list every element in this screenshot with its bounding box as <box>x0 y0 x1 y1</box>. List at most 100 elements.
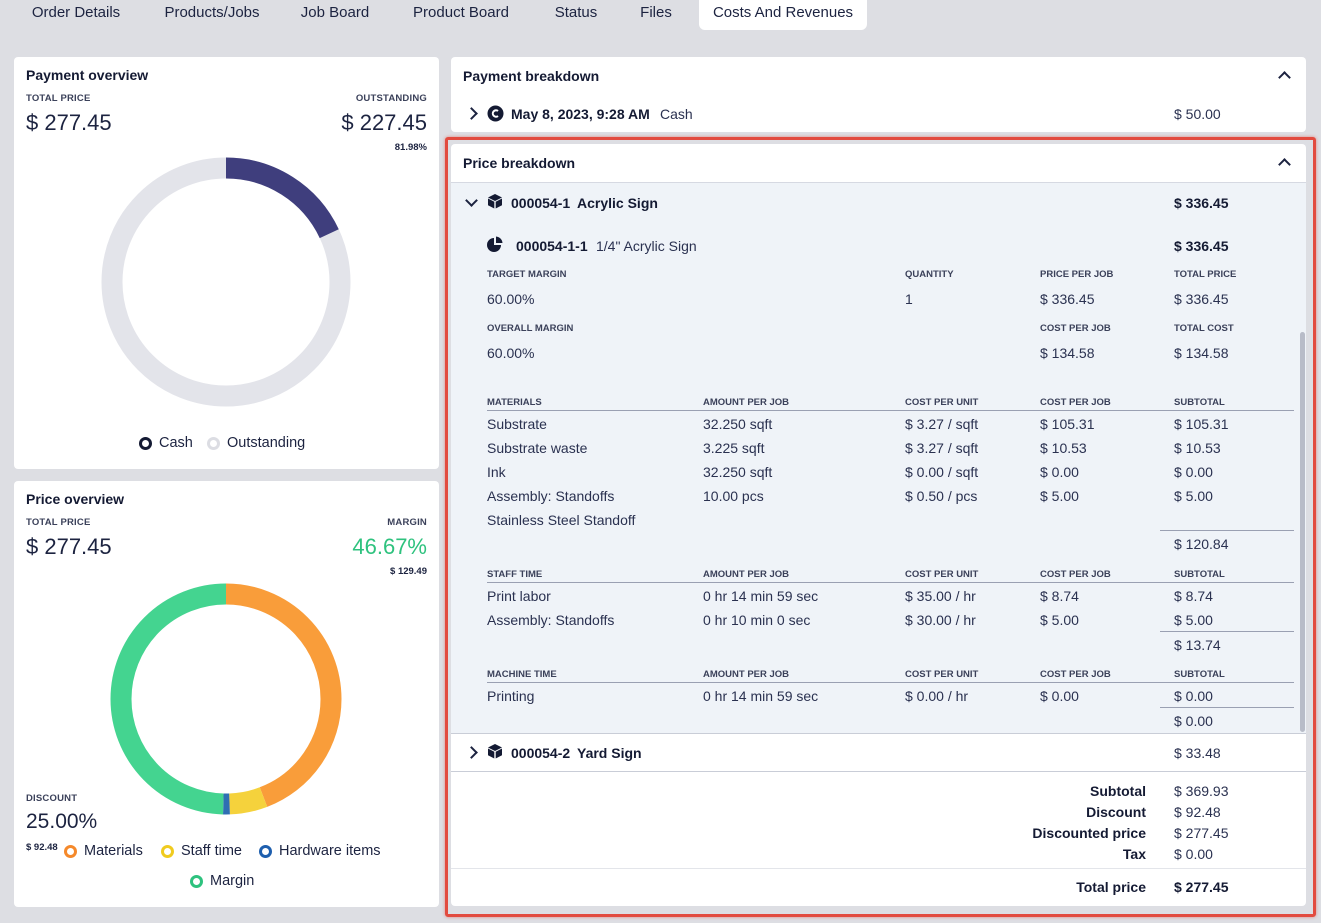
machine-row-amount: 0 hr 14 min 59 sec <box>703 688 819 704</box>
margin-value: $ 129.49 <box>390 566 427 577</box>
expand-chevron-icon[interactable] <box>465 107 478 120</box>
tab-status[interactable]: Status <box>554 4 598 21</box>
subtotal-header: SUBTOTAL <box>1174 397 1225 408</box>
legend-margin[interactable]: Margin <box>190 873 254 889</box>
total-price-value: $ 277.45 <box>26 110 112 135</box>
total-price-label: TOTAL PRICE <box>26 93 91 104</box>
tab-order-details[interactable]: Order Details <box>31 4 121 21</box>
payment-overview-card: Payment overview TOTAL PRICE $ 277.45 OU… <box>14 57 439 469</box>
total-price-value: $ 336.45 <box>1174 291 1229 307</box>
margin-percent: 46.67% <box>352 534 427 559</box>
materials-header-divider <box>487 410 1294 411</box>
overall-margin-label: OVERALL MARGIN <box>487 323 574 334</box>
tab-files[interactable]: Files <box>640 4 672 21</box>
staff-row-subtotal: $ 8.74 <box>1174 588 1213 604</box>
legend-margin-label: Margin <box>210 873 255 889</box>
materials-row-subtotal: $ 5.00 <box>1174 488 1213 504</box>
quantity-value: 1 <box>905 291 913 307</box>
cost-per-job-value: $ 134.58 <box>1040 345 1095 361</box>
legend-cash[interactable]: Cash <box>139 435 193 451</box>
total-cost-label: TOTAL COST <box>1174 323 1234 334</box>
legend-hardware-items[interactable]: Hardware items <box>259 843 381 859</box>
legend-staff-time[interactable]: Staff time <box>161 843 242 859</box>
materials-row-name: Assembly: Standoffs <box>487 488 615 504</box>
materials-row-name: Ink <box>487 464 506 480</box>
legend-cash-label: Cash <box>159 435 193 451</box>
materials-row-name: Substrate waste <box>487 440 588 456</box>
product-divider <box>451 733 1306 734</box>
margin-legend-icon <box>190 874 203 888</box>
discount-percent: 25.00% <box>26 810 98 833</box>
tab-costs-and-revenues[interactable]: Costs And Revenues <box>699 0 867 30</box>
scrollbar-thumb[interactable] <box>1300 332 1305 732</box>
materials-row-subtotal: $ 0.00 <box>1174 464 1213 480</box>
payment-date: May 8, 2023, 9:28 AM <box>511 106 650 122</box>
price-breakdown-card: Price breakdown 000054-1 Acrylic Sign $ … <box>451 144 1306 906</box>
machine-total: $ 0.00 <box>1174 713 1213 729</box>
outstanding-percent: 81.98% <box>394 142 427 153</box>
donut-segment-hardware-items <box>110 583 342 815</box>
materials-row-unit-cost: $ 0.00 / sqft <box>905 464 979 480</box>
collapse-chevron-icon[interactable] <box>1278 158 1291 171</box>
subtotal-header: SUBTOTAL <box>1174 569 1225 580</box>
materials-legend-icon <box>64 844 77 858</box>
materials-row-amount: 10.00 pcs <box>703 488 764 504</box>
materials-row-job-cost: $ 105.31 <box>1040 416 1095 432</box>
staff-row-name: Print labor <box>487 588 551 604</box>
tax-value: $ 0.00 <box>1174 846 1213 862</box>
hardware-items-legend-icon <box>259 844 272 858</box>
machine-row-subtotal: $ 0.00 <box>1174 688 1213 704</box>
total-cost-value: $ 134.58 <box>1174 345 1229 361</box>
cost-per-job-header: COST PER JOB <box>1040 569 1111 580</box>
tab-job-board[interactable]: Job Board <box>300 4 370 21</box>
tab-bar: Order Details Products/Jobs Job Board Pr… <box>0 0 1321 30</box>
machine-header-divider <box>487 682 1294 683</box>
product-2-id: 000054-2 <box>511 745 571 761</box>
subtotal-label: Subtotal <box>1090 783 1146 799</box>
quantity-label: QUANTITY <box>905 269 954 280</box>
target-margin-label: TARGET MARGIN <box>487 269 567 280</box>
legend-outstanding[interactable]: Outstanding <box>207 435 305 451</box>
discounted-price-value: $ 277.45 <box>1174 825 1229 841</box>
materials-row-amount: 32.250 sqft <box>703 416 773 432</box>
tab-products-jobs[interactable]: Products/Jobs <box>164 4 260 21</box>
price-breakdown-title: Price breakdown <box>463 155 576 171</box>
staff-row-amount: 0 hr 14 min 59 sec <box>703 588 819 604</box>
amount-per-job-header: AMOUNT PER JOB <box>703 569 790 580</box>
materials-row-job-cost: $ 10.53 <box>1040 440 1087 456</box>
price-per-job-value: $ 336.45 <box>1040 291 1095 307</box>
tab-product-board[interactable]: Product Board <box>413 4 509 21</box>
discount-label: DISCOUNT <box>26 793 78 804</box>
staff-row-job-cost: $ 8.74 <box>1040 588 1079 604</box>
staff-total-divider <box>1160 631 1294 632</box>
outstanding-legend-icon <box>207 436 220 450</box>
cost-per-unit-header: COST PER UNIT <box>905 569 979 580</box>
product-expanded-area <box>451 182 1306 733</box>
payment-donut-chart <box>101 157 351 407</box>
discounted-price-label: Discounted price <box>1032 825 1146 841</box>
product-2-name: Yard Sign <box>577 745 642 761</box>
materials-row-unit-cost: $ 3.27 / sqft <box>905 440 979 456</box>
staff-row-job-cost: $ 5.00 <box>1040 612 1079 628</box>
target-margin-value: 60.00% <box>487 291 535 307</box>
total-price-value: $ 277.45 <box>26 534 112 559</box>
cost-per-unit-header: COST PER UNIT <box>905 397 979 408</box>
payment-breakdown-title: Payment breakdown <box>463 68 600 84</box>
donut-cash-segment <box>101 157 351 407</box>
expand-product-chevron-icon[interactable] <box>465 746 478 759</box>
materials-row-subtotal: $ 105.31 <box>1174 416 1229 432</box>
payment-amount: $ 50.00 <box>1174 106 1221 122</box>
machine-row-name: Printing <box>487 688 535 704</box>
price-overview-title: Price overview <box>26 491 125 507</box>
materials-row-unit-cost: $ 3.27 / sqft <box>905 416 979 432</box>
materials-total: $ 120.84 <box>1174 536 1229 552</box>
staff-row-subtotal: $ 5.00 <box>1174 612 1213 628</box>
machine-row-unit-cost: $ 0.00 / hr <box>905 688 969 704</box>
materials-row-amount: 32.250 sqft <box>703 464 773 480</box>
legend-materials[interactable]: Materials <box>64 843 143 859</box>
staff-row-name: Assembly: Standoffs <box>487 612 615 628</box>
subtotal-header: SUBTOTAL <box>1174 669 1225 680</box>
price-donut-chart <box>110 583 342 815</box>
collapse-chevron-icon[interactable] <box>1278 71 1291 84</box>
total-price-label: TOTAL PRICE <box>1174 269 1237 280</box>
